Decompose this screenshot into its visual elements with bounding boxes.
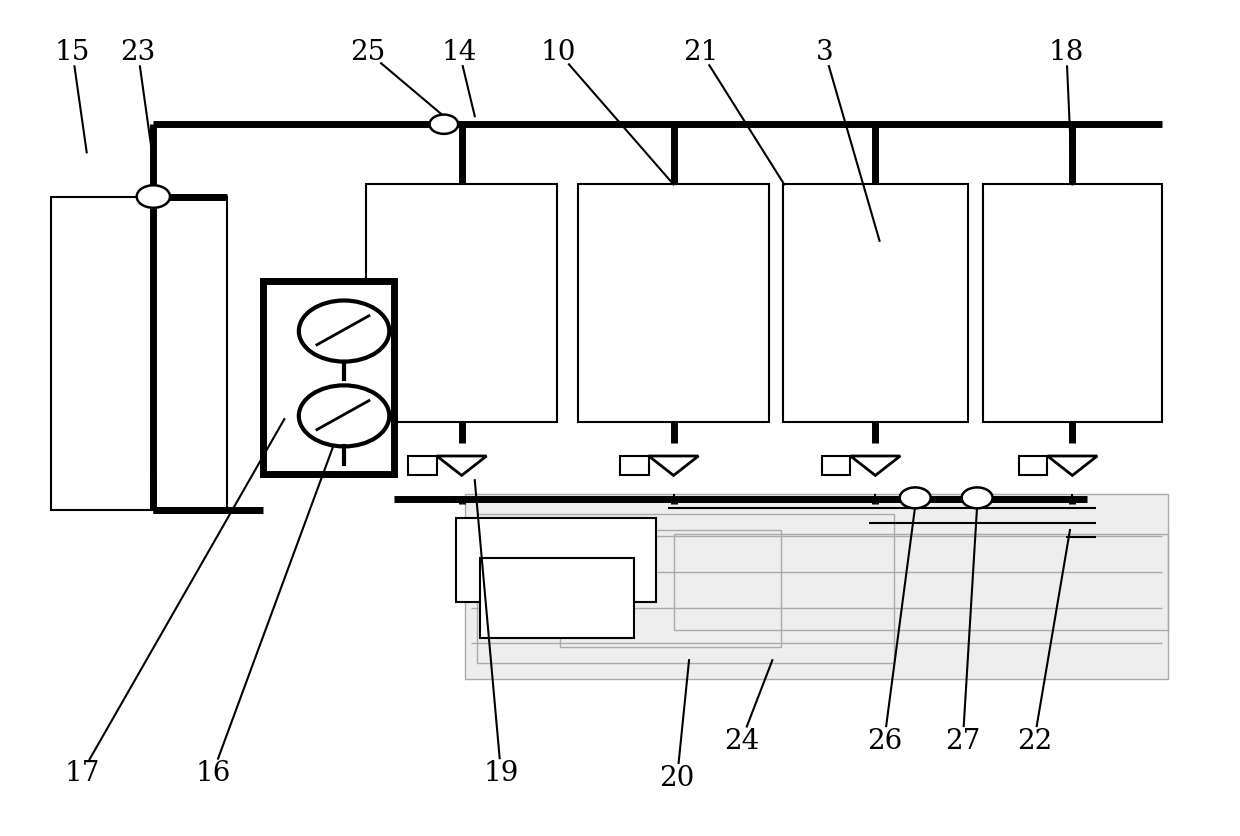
Text: 18: 18 [1049, 39, 1084, 66]
Bar [480, 558, 635, 639]
Bar [367, 186, 557, 422]
Circle shape [299, 301, 389, 362]
Bar [620, 456, 649, 476]
Text: 22: 22 [1017, 727, 1052, 754]
Text: 17: 17 [64, 759, 99, 786]
Text: 10: 10 [541, 39, 575, 66]
Text: 24: 24 [724, 727, 759, 754]
Circle shape [962, 488, 992, 508]
Text: 27: 27 [945, 727, 981, 754]
Circle shape [136, 186, 170, 208]
Bar [822, 456, 851, 476]
Bar [784, 186, 967, 422]
Text: 20: 20 [660, 764, 694, 791]
Bar [1019, 456, 1048, 476]
Text: 16: 16 [195, 759, 231, 786]
Text: 14: 14 [441, 39, 477, 66]
Polygon shape [1048, 456, 1097, 476]
Text: 26: 26 [867, 727, 901, 754]
Bar [465, 494, 1168, 679]
Bar [578, 186, 769, 422]
Bar [263, 282, 394, 474]
Polygon shape [649, 456, 698, 476]
Circle shape [299, 386, 389, 447]
Circle shape [429, 115, 458, 135]
Polygon shape [851, 456, 900, 476]
Text: 19: 19 [484, 759, 518, 786]
Bar [456, 518, 656, 603]
Bar [673, 534, 1168, 630]
Text: 15: 15 [55, 39, 91, 66]
Text: 21: 21 [683, 39, 719, 66]
Bar [51, 197, 227, 510]
Bar [408, 456, 436, 476]
Polygon shape [436, 456, 486, 476]
Text: 23: 23 [120, 39, 155, 66]
Bar [477, 514, 894, 663]
Text: 3: 3 [816, 39, 833, 66]
Circle shape [900, 488, 931, 508]
Bar [560, 530, 781, 647]
Bar [983, 186, 1162, 422]
Text: 25: 25 [350, 39, 386, 66]
